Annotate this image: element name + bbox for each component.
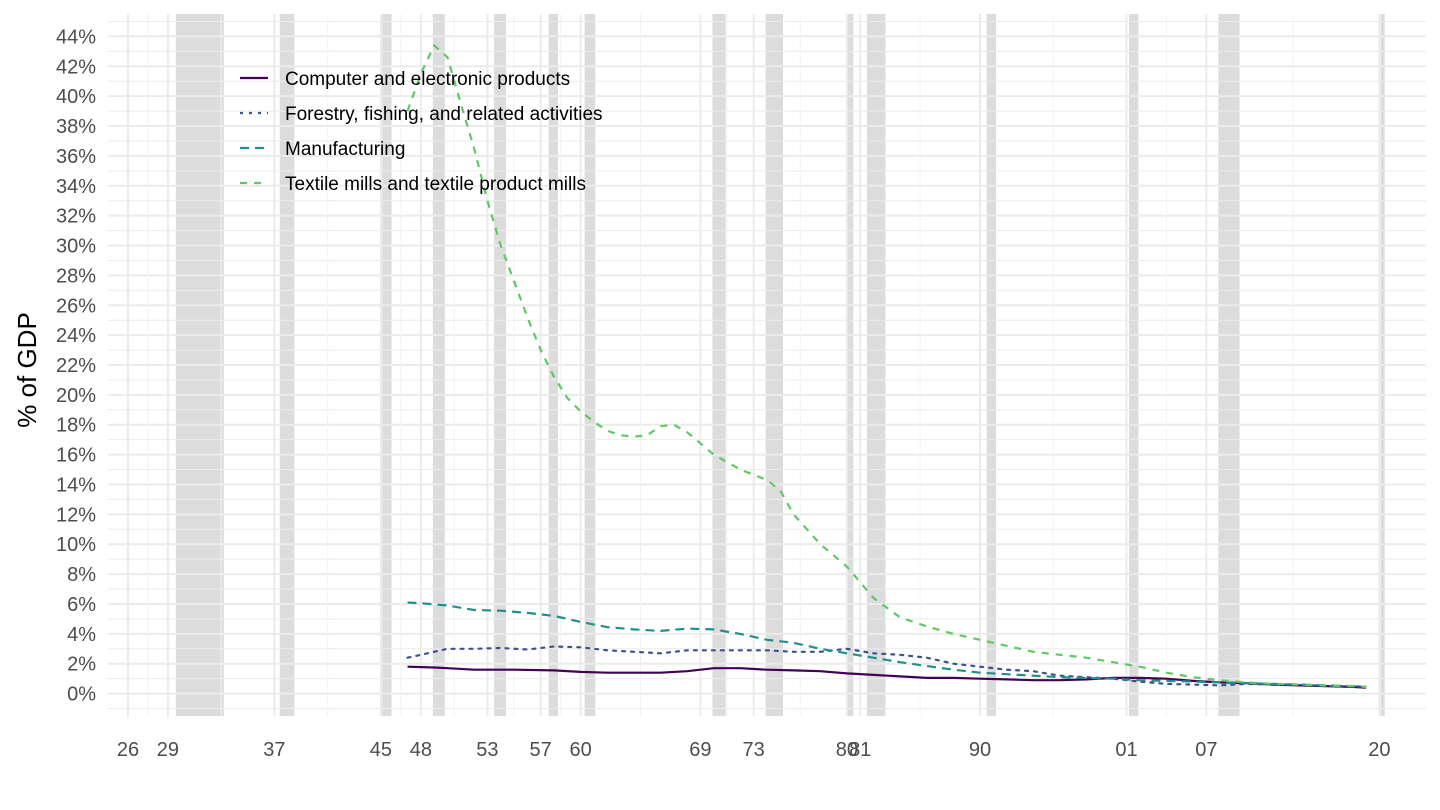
y-tick-label-20: 40% — [56, 86, 96, 108]
x-tick-label-5: 53 — [476, 739, 498, 761]
y-tick-label-15: 30% — [56, 236, 96, 258]
y-tick-label-1: 2% — [67, 654, 96, 676]
legend: Computer and electronic products Forestry… — [240, 69, 603, 195]
y-tick-label-17: 34% — [56, 176, 96, 198]
x-tick-label-2: 37 — [263, 739, 285, 761]
y-tick-label-0: 0% — [67, 684, 96, 706]
x-tick-label-3: 45 — [370, 739, 392, 761]
y-tick-label-18: 36% — [56, 146, 96, 168]
y-tick-label-7: 14% — [56, 474, 96, 496]
y-tick-label-8: 16% — [56, 445, 96, 467]
x-tick-label-8: 69 — [689, 739, 711, 761]
y-tick-label-22: 44% — [56, 26, 96, 48]
legend-label-3: Textile mills and textile product mills — [285, 174, 586, 195]
x-tick-label-4: 48 — [410, 739, 432, 761]
x-tick-label-12: 90 — [969, 739, 991, 761]
series-line-1 — [406, 645, 1368, 689]
series-line-2 — [407, 601, 1367, 688]
legend-label-2: Manufacturing — [285, 139, 405, 160]
y-tick-label-9: 18% — [56, 415, 96, 437]
y-axis-ticks: 0% 2% 4% 6% 8% 10% 12% 14% 16% 18% 20% 22% 24% 26% 28%… — [56, 26, 96, 705]
y-tick-label-19: 38% — [56, 116, 96, 138]
x-tick-label-6: 57 — [530, 739, 552, 761]
y-tick-label-6: 12% — [56, 504, 96, 526]
legend-label-0: Computer and electronic products — [285, 69, 570, 90]
x-tick-label-15: 20 — [1368, 739, 1390, 761]
x-tick-label-11: 81 — [849, 739, 871, 761]
x-tick-label-1: 29 — [157, 739, 179, 761]
x-tick-label-9: 73 — [743, 739, 765, 761]
x-tick-label-10: 80 — [836, 739, 858, 761]
grid — [108, 14, 1426, 716]
y-axis-label: % of GDP — [12, 312, 42, 428]
y-tick-label-21: 42% — [56, 56, 96, 78]
y-tick-label-16: 32% — [56, 206, 96, 228]
y-tick-label-3: 6% — [67, 594, 96, 616]
y-tick-label-11: 22% — [56, 355, 96, 377]
y-tick-label-4: 8% — [67, 564, 96, 586]
x-tick-label-7: 60 — [569, 739, 591, 761]
y-tick-label-10: 20% — [56, 385, 96, 407]
x-tick-label-14: 07 — [1195, 739, 1217, 761]
y-tick-label-14: 28% — [56, 265, 96, 287]
y-tick-label-13: 26% — [56, 295, 96, 317]
y-tick-label-2: 4% — [67, 624, 96, 646]
x-tick-label-13: 01 — [1115, 739, 1137, 761]
series-lines — [406, 44, 1368, 689]
y-tick-label-5: 10% — [56, 534, 96, 556]
y-tick-label-12: 24% — [56, 325, 96, 347]
series-line-3 — [406, 44, 1367, 688]
legend-label-1: Forestry, fishing, and related activitie… — [285, 104, 603, 125]
x-tick-label-0: 26 — [117, 739, 139, 761]
